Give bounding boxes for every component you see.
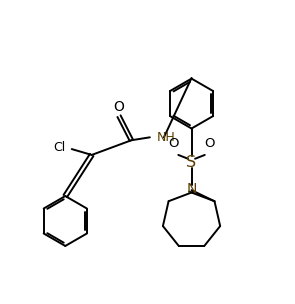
Text: NH: NH [156, 131, 175, 144]
Text: O: O [114, 100, 124, 114]
Text: O: O [169, 137, 179, 150]
Text: Cl: Cl [53, 141, 65, 154]
Text: N: N [186, 182, 197, 196]
Text: O: O [204, 137, 214, 150]
Text: S: S [186, 155, 196, 170]
